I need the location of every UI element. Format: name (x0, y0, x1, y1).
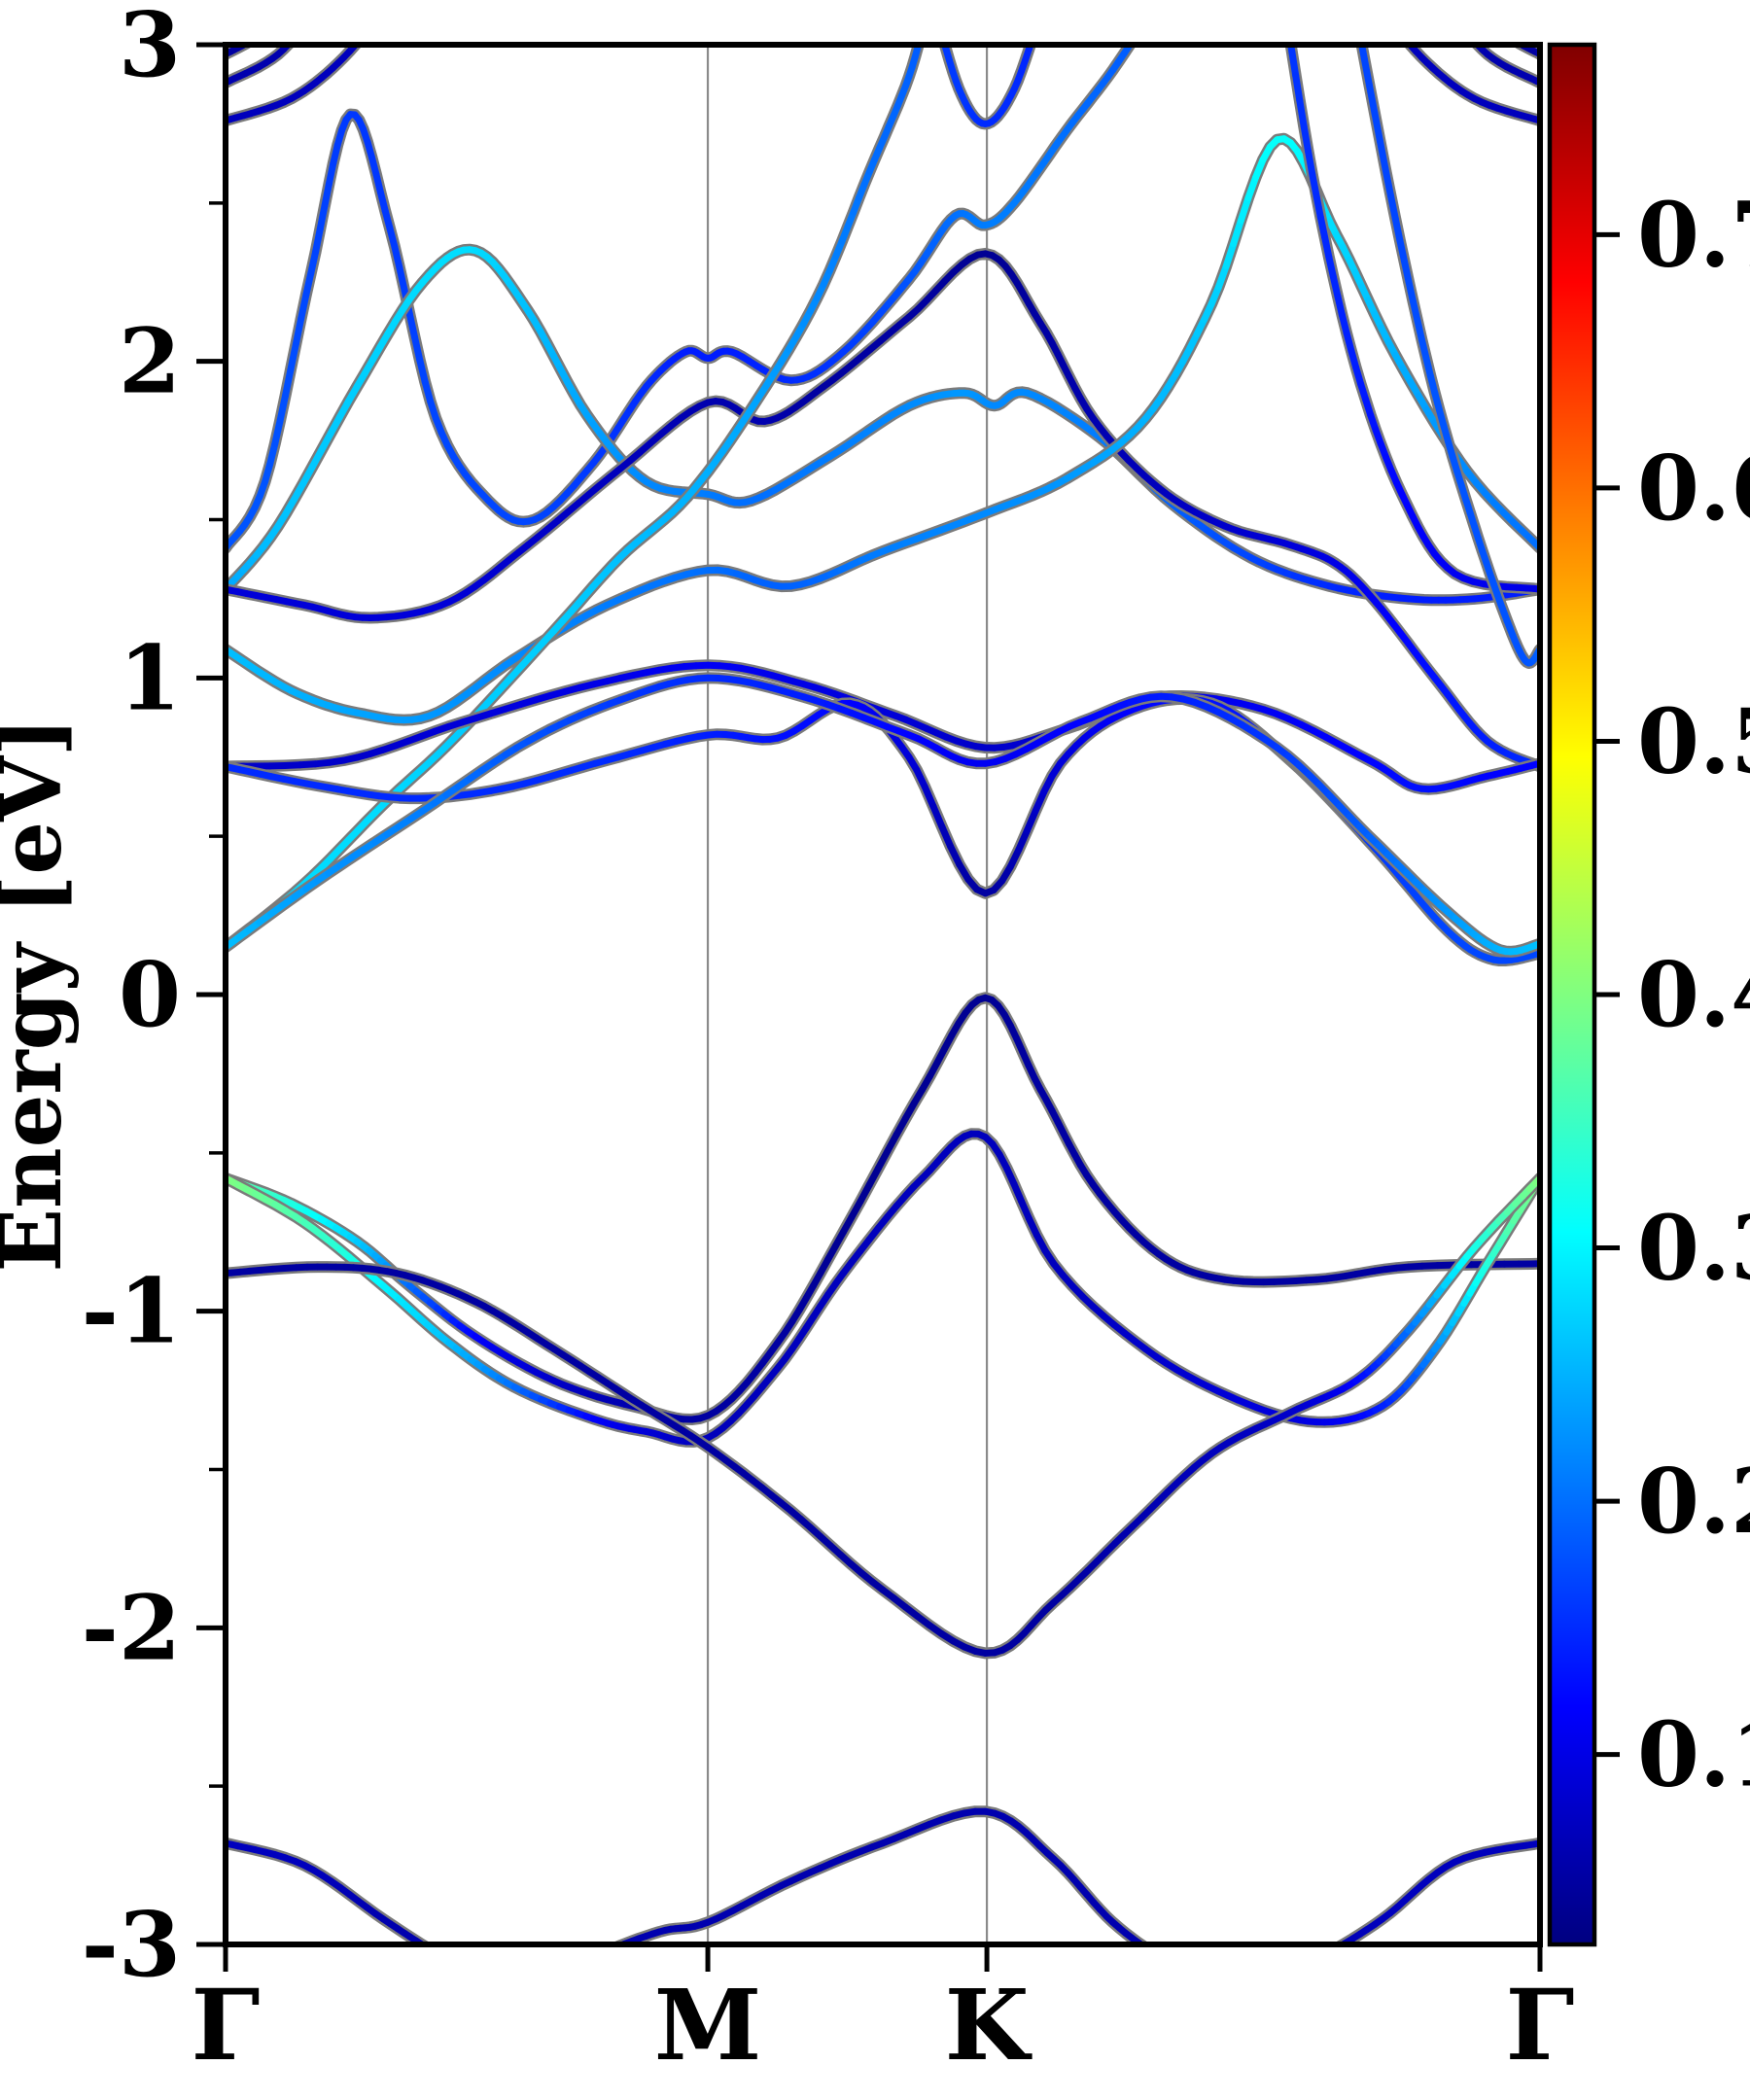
colorbar-tick-label: 0.4 (1637, 942, 1750, 1047)
band-outline (226, 132, 1540, 726)
y-tick-label: -3 (82, 1892, 181, 1997)
band-top-left-navy-3 (226, 45, 361, 124)
colorbar-tick-label: 0.1 (1637, 1702, 1750, 1807)
colorbar-tick-label: 0.7 (1637, 182, 1750, 287)
x-tick-label: Γ (1506, 1968, 1575, 2082)
y-tick-label: -1 (82, 1259, 181, 1364)
x-tick-label: K (945, 1968, 1032, 2082)
band-outline (226, 45, 364, 127)
gridlines (706, 45, 989, 1944)
colorbar-tick-label: 0.2 (1637, 1449, 1750, 1554)
band-outline (1402, 45, 1540, 127)
y-axis-title: Energy [eV] (0, 718, 81, 1273)
band-top-right-navy-2 (1472, 45, 1540, 87)
colorbar-gradient (1547, 42, 1597, 1947)
y-tick-label: 2 (119, 309, 181, 414)
band-peak-278-band (226, 45, 1135, 552)
band-right-descender-2 (1358, 45, 1540, 667)
colorbar-tick-label: 0.6 (1637, 436, 1750, 541)
band-top-right-navy-3 (1405, 45, 1540, 124)
x-tick-label: Γ (192, 1968, 261, 2082)
band-low-wave-band (226, 674, 1540, 956)
band-navy-K-peak-band (226, 250, 1540, 770)
bands-layer (226, 45, 1540, 1944)
band-outline (1469, 45, 1540, 89)
y-tick-label: -2 (82, 1575, 181, 1680)
axis-ticks (196, 42, 1543, 1972)
y-tick-label: 0 (119, 942, 181, 1047)
band-outline (226, 1128, 1540, 1448)
band-u-dip-at-K (941, 45, 1034, 127)
band-peak-235-band (226, 246, 1540, 604)
colorbar-tick-label: 0.5 (1637, 688, 1750, 793)
band-outline (226, 1805, 1540, 1944)
band-valence-deep-band (226, 1174, 1540, 1657)
band-outline (226, 992, 1540, 1425)
band-cyan-peak-270-band (226, 135, 1540, 724)
colorbar: 0.1 0.2 0.3 0.4 0.5 0.6 0.7 (1547, 42, 1750, 1947)
y-tick-label: 1 (119, 625, 181, 730)
colorbar-tick-label: 0.3 (1637, 1196, 1750, 1301)
band-valence-dirac-band (226, 994, 1540, 1423)
y-tick-label: 3 (119, 0, 181, 97)
x-tick-label: M (654, 1968, 762, 2082)
band-valence-second-band (226, 1130, 1540, 1446)
band-outline (226, 45, 297, 89)
